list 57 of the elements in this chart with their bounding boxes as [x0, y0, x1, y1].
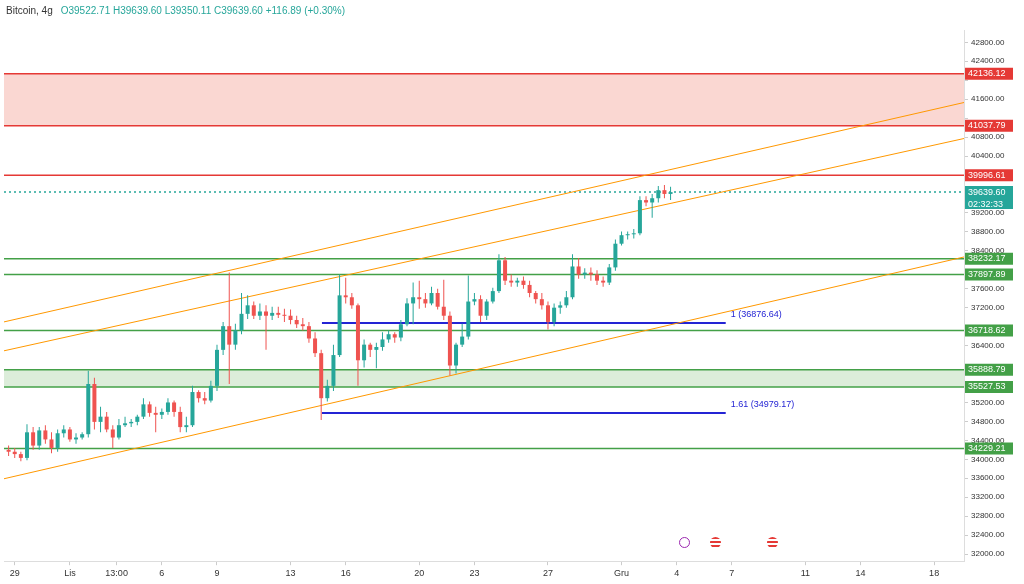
y-tick-label: 32000.00	[971, 549, 1005, 559]
x-tick-label: 4	[674, 568, 680, 579]
ref-line-label: 35527.53	[968, 381, 1006, 392]
ref-line-label: 34229.21	[968, 442, 1006, 453]
y-tick-label: 38400.00	[971, 246, 1005, 256]
ref-line-label: 41037.79	[968, 120, 1006, 131]
chart-subtitle: O39522.71 H39639.60 L39350.11 C39639.60 +116.89 (+0.30%)	[60, 5, 346, 16]
y-tick-label: 34000.00	[971, 454, 1005, 464]
ref-line-label: 38232.17	[968, 253, 1006, 264]
x-tick-label: 13	[285, 568, 296, 579]
y-tick-label: 38800.00	[971, 227, 1005, 237]
x-tick-label: 29	[9, 568, 20, 579]
y-tick-label: 40400.00	[971, 151, 1005, 161]
x-tick-label: 11	[800, 568, 811, 579]
y-tick-label: 32800.00	[971, 511, 1005, 521]
y-tick-label: 33600.00	[971, 473, 1005, 483]
x-tick-label: 13:00	[105, 568, 128, 579]
x-tick-label: 18	[929, 568, 940, 579]
y-tick-label: 37200.00	[971, 302, 1005, 312]
x-tick-label: 14	[855, 568, 866, 579]
x-tick-label: 9	[214, 568, 220, 579]
x-tick-label: 16	[340, 568, 351, 579]
x-tick-label: Lis	[64, 568, 77, 579]
y-tick-label: 40800.00	[971, 132, 1005, 142]
y-tick-label: 34400.00	[971, 435, 1005, 445]
x-tick-label: 6	[159, 568, 165, 579]
x-tick-label: 27	[542, 568, 553, 579]
annotation: 1 (36876.64)	[730, 309, 782, 320]
x-tick-label: Gru	[614, 568, 630, 579]
ref-line-label: 39639.60	[968, 186, 1006, 197]
ref-line-label: 37897.89	[968, 269, 1006, 280]
ref-line-label: 42136.12	[968, 68, 1006, 79]
y-tick-label: 34800.00	[971, 416, 1005, 426]
x-tick-label: 23	[469, 568, 480, 579]
x-tick-label: 20	[414, 568, 425, 579]
x-tick-label: 7	[729, 568, 735, 579]
candlestick	[601, 276, 606, 287]
ref-line-label: 35888.79	[968, 364, 1006, 375]
y-tick-label: 39200.00	[971, 208, 1005, 218]
candlestick	[282, 308, 287, 322]
ref-line-label: 39996.61	[968, 169, 1006, 180]
y-tick-label: 32400.00	[971, 530, 1005, 540]
y-tick-label: 35200.00	[971, 397, 1005, 407]
y-tick-label: 37600.00	[971, 283, 1005, 293]
candlestick	[582, 268, 587, 279]
ref-line-label: 36718.62	[968, 324, 1006, 335]
candlestick	[417, 280, 422, 309]
candlestick	[588, 267, 593, 281]
annotation: 02:32:33	[968, 198, 1004, 209]
y-tick-label: 41600.00	[971, 94, 1005, 104]
y-tick-label: 42800.00	[971, 37, 1005, 47]
y-tick-label: 42400.00	[971, 56, 1005, 66]
candlestick	[631, 229, 636, 239]
chart-title: Bitcoin, 4g	[6, 5, 53, 16]
annotation: 1.61 (34979.17)	[730, 399, 795, 410]
y-tick-label: 36400.00	[971, 340, 1005, 350]
y-tick-label: 33200.00	[971, 492, 1005, 502]
